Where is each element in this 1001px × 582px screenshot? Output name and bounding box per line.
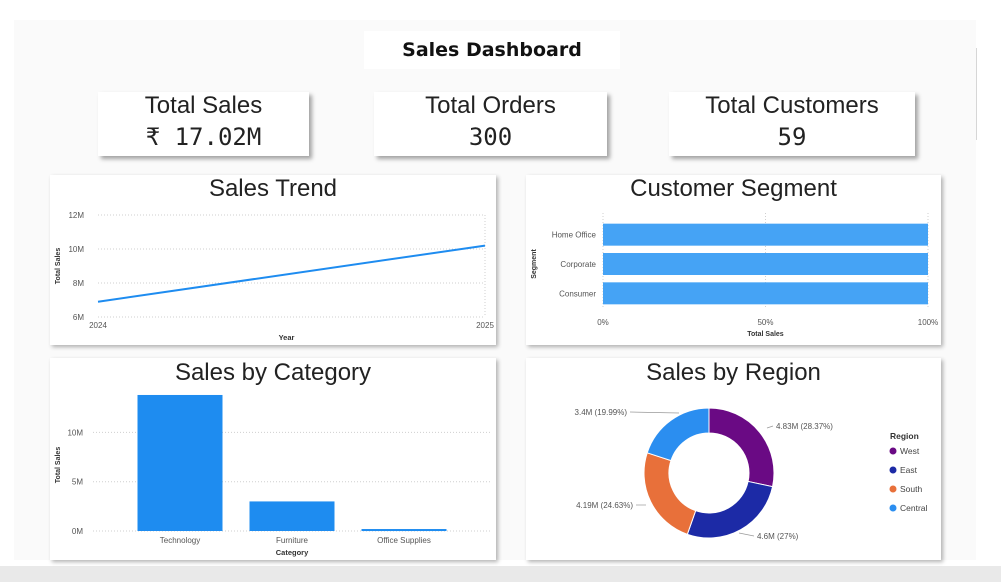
leader-line xyxy=(629,411,680,414)
y-tick-label: 8M xyxy=(73,279,84,288)
y-axis-label: Total Sales xyxy=(55,248,62,285)
chart-title: Sales by Region xyxy=(646,359,821,386)
y-tick-label: 0M xyxy=(72,527,83,536)
legend-marker xyxy=(889,466,897,474)
x-tick-label: Office Supplies xyxy=(377,536,431,545)
x-tick-label: 50% xyxy=(757,318,773,327)
x-tick-label: 2024 xyxy=(89,321,107,330)
bar xyxy=(603,282,928,305)
bar xyxy=(249,501,335,531)
x-axis-label: Category xyxy=(276,548,309,557)
x-tick-label: Technology xyxy=(160,536,200,545)
dashboard-title: Sales Dashboard xyxy=(402,39,582,61)
legend-label: West xyxy=(900,446,920,456)
kpi-label: Total Sales xyxy=(144,92,263,119)
sales-trend-panel[interactable]: Sales Trend 6M 8M 10M 12M 2024 2025 Year Total … xyxy=(50,175,496,345)
y-tick-label: Corporate xyxy=(560,260,596,269)
data-label: 4.6M (27%) xyxy=(757,532,799,541)
donut-slice xyxy=(686,480,774,539)
kpi-card-total-sales[interactable]: Total Sales ₹ 17.02M xyxy=(98,92,309,156)
y-tick-label: Home Office xyxy=(552,231,597,240)
chart-title: Sales Trend xyxy=(208,175,338,202)
legend-marker xyxy=(889,504,897,512)
x-tick-label: 0% xyxy=(597,318,609,327)
x-tick-label: 100% xyxy=(918,318,938,327)
data-label: 3.4M (19.99%) xyxy=(575,408,628,417)
sales-by-region-chart: 4.83M (28.37%) 4.6M (27%) 4.19M (24.63%) 3.… xyxy=(575,407,928,541)
legend-marker xyxy=(889,447,897,455)
data-label: 4.83M (28.37%) xyxy=(776,422,833,431)
y-tick-label: Consumer xyxy=(559,289,596,298)
donut-slice xyxy=(646,407,710,462)
x-tick-label: Furniture xyxy=(276,536,309,545)
legend-label: Central xyxy=(900,503,928,513)
sales-trend-chart: 6M 8M 10M 12M 2024 2025 Year Total Sales xyxy=(55,211,494,342)
legend-label: East xyxy=(900,465,918,475)
y-tick-label: 10M xyxy=(68,245,84,254)
kpi-value: ₹ 17.02M xyxy=(145,123,262,151)
y-axis-label: Segment xyxy=(531,249,538,279)
sales-by-region-panel[interactable]: Sales by Region 4.83M (28.37%) 4.6M (27%)… xyxy=(526,358,941,560)
x-tick-label: 2025 xyxy=(476,321,494,330)
page-scroll-edge xyxy=(976,48,977,140)
kpi-label: Total Orders xyxy=(425,92,556,119)
customer-segment-chart: 0% 50% 100% Home Office Corporate Consumer Tot… xyxy=(531,213,938,338)
legend-marker xyxy=(889,485,897,493)
y-tick-label: 12M xyxy=(68,211,84,220)
donut-slice xyxy=(708,407,775,488)
bar xyxy=(603,223,928,246)
bar xyxy=(603,253,928,275)
chart-title: Customer Segment xyxy=(630,175,837,202)
kpi-value: 59 xyxy=(777,123,807,151)
kpi-value: 300 xyxy=(468,123,513,151)
kpi-card-total-customers[interactable]: Total Customers 59 xyxy=(669,92,915,156)
series-line xyxy=(97,244,486,303)
customer-segment-panel[interactable]: Customer Segment 0% 50% 100% Home Office Cor… xyxy=(526,175,941,345)
x-axis-label: Total Sales xyxy=(747,331,784,338)
bar xyxy=(361,529,447,532)
chart-title: Sales by Category xyxy=(174,359,372,386)
dashboard-title-box: Sales Dashboard xyxy=(364,31,620,69)
sales-by-category-chart: 0M 5M 10M Technology Furniture Office Supplie… xyxy=(55,394,492,557)
bar xyxy=(137,394,223,531)
data-label: 4.19M (24.63%) xyxy=(576,501,633,510)
y-tick-label: 10M xyxy=(67,428,83,437)
x-axis-label: Year xyxy=(279,333,295,342)
y-axis-label: Total Sales xyxy=(55,447,62,484)
y-tick-label: 6M xyxy=(73,313,84,322)
leader-line xyxy=(738,532,755,537)
y-tick-label: 5M xyxy=(72,478,83,487)
legend-title: Region xyxy=(890,431,919,441)
kpi-card-total-orders[interactable]: Total Orders 300 xyxy=(374,92,607,156)
donut-slice xyxy=(643,452,697,535)
leader-line xyxy=(766,425,774,429)
bottom-strip xyxy=(0,566,1001,582)
legend-label: South xyxy=(900,484,922,494)
kpi-label: Total Customers xyxy=(705,92,879,119)
sales-by-category-panel[interactable]: Sales by Category 0M 5M 10M Technology Furni… xyxy=(50,358,496,560)
